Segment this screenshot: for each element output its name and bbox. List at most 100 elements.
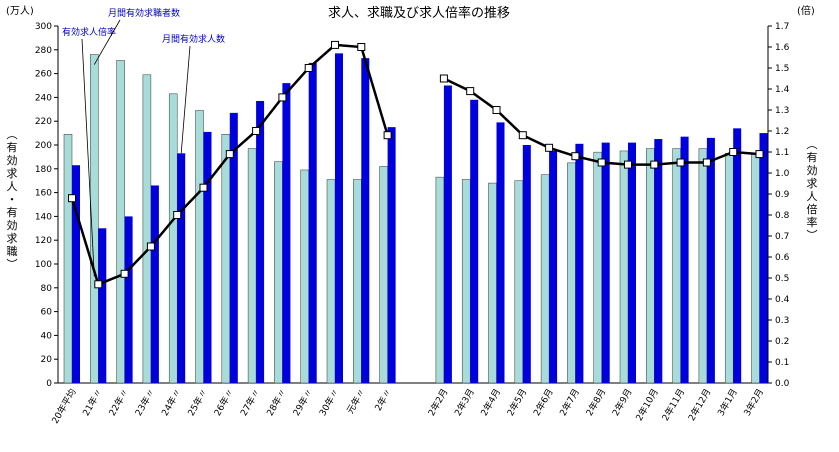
left-tick-label: 0	[46, 379, 52, 389]
ratio-point	[94, 280, 103, 289]
left-tick-label: 120	[35, 236, 52, 246]
ratio-point	[650, 160, 659, 169]
x-tick-label: 26年〃	[211, 387, 236, 419]
bar-job-seekers	[142, 74, 152, 384]
chart-title: 求人、求職及び求人倍率の推移	[328, 5, 510, 21]
x-tick-label: 21年〃	[80, 387, 105, 419]
bar-job-seekers	[698, 148, 708, 384]
bar-job-openings	[470, 99, 479, 383]
annotation-ratio: 有効求人倍率	[62, 26, 116, 38]
x-tick-label: 27年〃	[238, 387, 263, 419]
x-tick-label: 2年3月	[452, 387, 477, 419]
ratio-point	[492, 106, 501, 114]
x-tick-label: 2年9月	[609, 387, 634, 419]
x-tick-label: 元年〃	[344, 387, 368, 416]
bar-job-openings	[387, 127, 396, 384]
ratio-point	[120, 269, 129, 278]
ratio-point	[383, 131, 392, 140]
left-tick-label: 100	[35, 260, 52, 270]
x-tick-label: 2年11月	[659, 387, 687, 423]
bar-job-seekers	[514, 180, 524, 384]
x-tick-label: 2年4月	[478, 387, 503, 419]
x-tick-label: 29年〃	[290, 387, 315, 419]
right-tick-label: 1.5	[775, 64, 789, 74]
right-tick-label: 0.8	[775, 211, 790, 221]
bar-job-openings	[496, 122, 505, 383]
x-tick-label: 24年〃	[159, 387, 184, 419]
right-unit-label: (倍)	[797, 4, 815, 17]
bar-job-seekers	[751, 153, 760, 384]
bar-job-openings	[282, 83, 291, 384]
bar-job-seekers	[326, 179, 336, 384]
left-tick-label: 220	[35, 117, 52, 127]
x-tick-label: 2年6月	[531, 387, 556, 419]
right-tick-label: 0.9	[775, 190, 790, 200]
bar-job-openings	[177, 153, 186, 383]
bar-job-seekers	[116, 60, 125, 384]
bar-job-seekers	[379, 166, 388, 384]
x-tick-label: 20年平均	[49, 387, 79, 426]
ratio-point	[304, 64, 313, 72]
bar-job-openings	[443, 85, 452, 383]
x-tick-label: 23年〃	[132, 387, 157, 419]
bar-job-openings	[203, 131, 212, 383]
bar-job-seekers	[672, 148, 681, 384]
bar-job-openings	[361, 58, 370, 383]
ratio-point	[518, 131, 527, 140]
bar-job-openings	[733, 128, 742, 383]
x-tick-label: 3年2月	[741, 387, 766, 419]
bar-job-openings	[308, 62, 317, 383]
bar-job-seekers	[646, 148, 655, 384]
left-tick-label: 300	[35, 22, 52, 32]
bar-job-openings	[628, 142, 636, 383]
ratio-point	[173, 211, 182, 219]
ratio-point	[146, 242, 155, 251]
left-tick-label: 180	[35, 165, 52, 175]
right-tick-label: 0.0	[775, 379, 790, 389]
bar-job-openings	[98, 228, 107, 383]
bar-job-seekers	[435, 176, 445, 384]
bar-job-seekers	[63, 134, 73, 384]
x-tick-label: 30年〃	[316, 387, 341, 419]
right-tick-label: 0.3	[775, 316, 789, 326]
ratio-point	[676, 158, 685, 167]
bar-job-seekers	[195, 110, 204, 384]
bar-job-openings	[601, 142, 610, 383]
ratio-point	[755, 150, 764, 159]
ratio-point	[597, 158, 606, 167]
bar-job-openings	[575, 143, 584, 383]
annotation-job-seekers-leader	[93, 19, 121, 65]
bar-job-seekers	[619, 150, 629, 384]
bar-job-seekers	[567, 162, 576, 384]
bar-job-seekers	[488, 182, 497, 384]
right-tick-label: 0.7	[775, 232, 789, 242]
x-tick-label: 2年〃	[372, 387, 394, 414]
x-tick-label: 28年〃	[264, 387, 289, 419]
x-tick-label: 25年〃	[185, 387, 210, 419]
left-unit-label: (万人)	[6, 5, 34, 17]
ratio-point	[331, 40, 339, 49]
bar-job-seekers	[168, 93, 178, 384]
x-tick-label: 2年10月	[633, 387, 661, 423]
left-tick-label: 80	[41, 284, 53, 294]
bar-job-openings	[124, 216, 133, 383]
right-tick-label: 0.2	[775, 337, 789, 347]
ratio-point	[199, 183, 208, 192]
ratio-point	[439, 74, 448, 83]
annotation-job-seekers: 月間有効求職者数	[108, 7, 180, 19]
left-tick-label: 240	[35, 93, 52, 103]
left-tick-label: 60	[41, 308, 53, 318]
bar-job-openings	[229, 112, 238, 384]
right-tick-label: 0.5	[775, 274, 789, 284]
bar-job-openings	[72, 165, 80, 383]
bar-job-openings	[654, 139, 663, 383]
bar-job-seekers	[274, 161, 283, 384]
bar-job-seekers	[90, 54, 99, 384]
ratio-point	[545, 143, 554, 152]
left-tick-label: 160	[35, 189, 52, 199]
ratio-point	[278, 93, 287, 102]
left-tick-label: 40	[41, 331, 53, 341]
bar-job-seekers	[221, 134, 231, 384]
right-tick-label: 1.4	[775, 85, 790, 95]
left-tick-label: 20	[41, 355, 53, 365]
